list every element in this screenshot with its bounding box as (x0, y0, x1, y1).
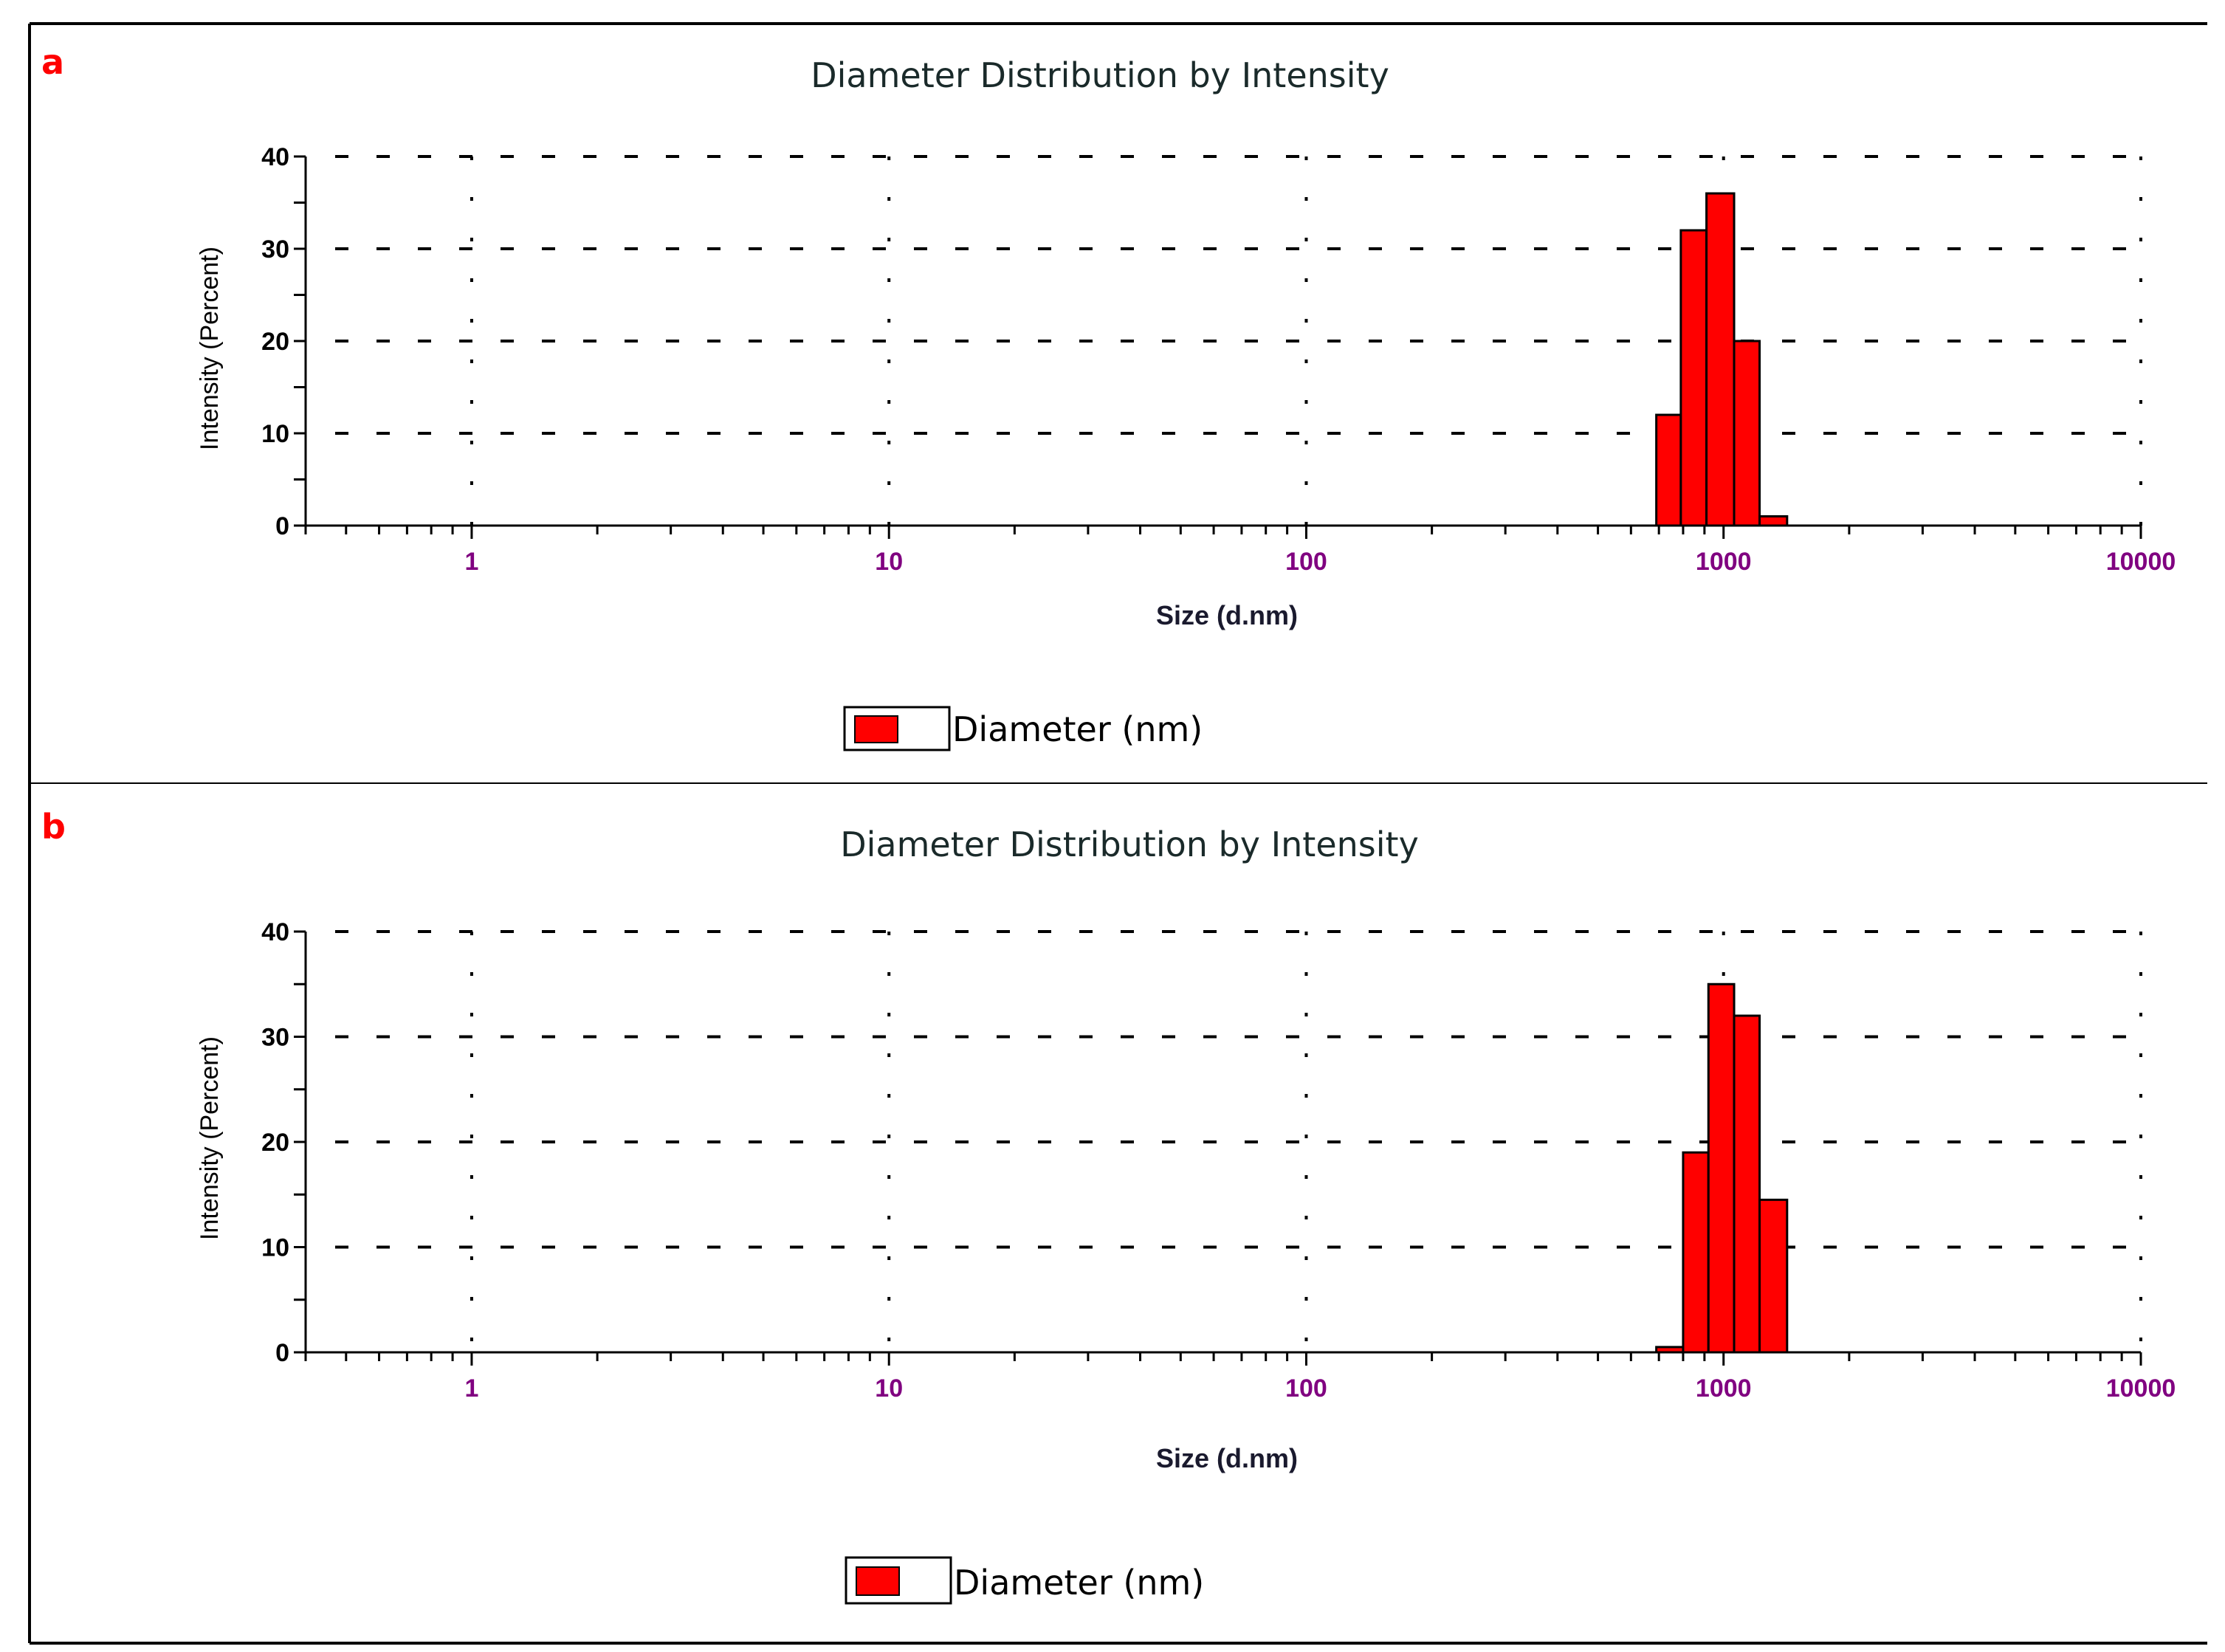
legend-swatch-a (854, 715, 898, 743)
plot-area-b: 0 10 20 30 40 1 10 100 1000 10000 (261, 918, 2176, 1403)
x-tick-label: 10 (875, 1374, 903, 1403)
y-tick-label: 0 (275, 1339, 289, 1367)
chart-panel-b: b Diameter Distribution by Intensity Int… (0, 782, 2225, 1652)
x-tick-label: 100 (1285, 1374, 1327, 1403)
legend-label-a: Diameter (nm) (952, 709, 1203, 749)
histogram-bar (1758, 515, 1789, 527)
x-axis-label-b: Size (d.nm) (1156, 1443, 1298, 1473)
chart-panel-a: a Diameter Distribution by Intensity Int… (0, 0, 2225, 782)
y-tick-label: 20 (261, 1129, 289, 1157)
legend-b: Diameter (nm) (845, 1556, 1204, 1605)
histogram-bar (1679, 229, 1708, 527)
histogram-bar (1705, 192, 1736, 527)
legend-label-b: Diameter (nm) (954, 1563, 1204, 1603)
histogram-bar (1733, 1014, 1761, 1354)
y-tick-label: 10 (261, 1234, 289, 1262)
chart-b-svg: b Diameter Distribution by Intensity Int… (28, 782, 2207, 1645)
histogram-bar (1655, 1346, 1685, 1354)
x-tick-label: 10 (875, 548, 903, 576)
y-axis-label-b: Intensity (Percent) (196, 1036, 224, 1240)
panel-frame-a (28, 22, 2207, 782)
chart-a-svg: a Diameter Distribution by Intensity Int… (28, 22, 2207, 782)
x-tick-label: 100 (1285, 548, 1327, 576)
y-tick-label: 30 (261, 235, 289, 264)
y-tick-label: 40 (261, 918, 289, 946)
y-tick-label: 10 (261, 420, 289, 448)
histogram-bar (1733, 340, 1761, 527)
legend-a: Diameter (nm) (843, 706, 1203, 751)
y-tick-label: 40 (261, 143, 289, 171)
plot-area-a: 0 10 20 30 40 1 10 100 1000 10000 (261, 143, 2176, 576)
histogram-bar (1707, 982, 1736, 1354)
x-tick-label: 1000 (1696, 548, 1752, 576)
y-tick-label: 20 (261, 328, 289, 356)
panel-letter-b: b (41, 807, 66, 847)
x-tick-label: 1 (464, 1374, 478, 1403)
y-tick-label: 0 (275, 512, 289, 540)
histogram-bar (1655, 413, 1682, 527)
y-axis-label-a: Intensity (Percent) (196, 247, 224, 450)
x-tick-label: 1000 (1696, 1374, 1752, 1403)
histogram-bar (1758, 1198, 1789, 1354)
chart-title-b: Diameter Distribution by Intensity (840, 825, 1419, 864)
panel-letter-a: a (41, 42, 64, 82)
x-axis-label-a: Size (d.nm) (1156, 600, 1298, 630)
y-tick-label: 30 (261, 1024, 289, 1052)
legend-swatch-b (856, 1566, 900, 1596)
histogram-bar (1682, 1151, 1710, 1354)
x-tick-label: 1 (464, 548, 478, 576)
x-tick-label: 10000 (2106, 1374, 2176, 1403)
panel-frame-b (28, 782, 2207, 1645)
x-tick-label: 10000 (2106, 548, 2176, 576)
chart-title-a: Diameter Distribution by Intensity (811, 55, 1389, 95)
